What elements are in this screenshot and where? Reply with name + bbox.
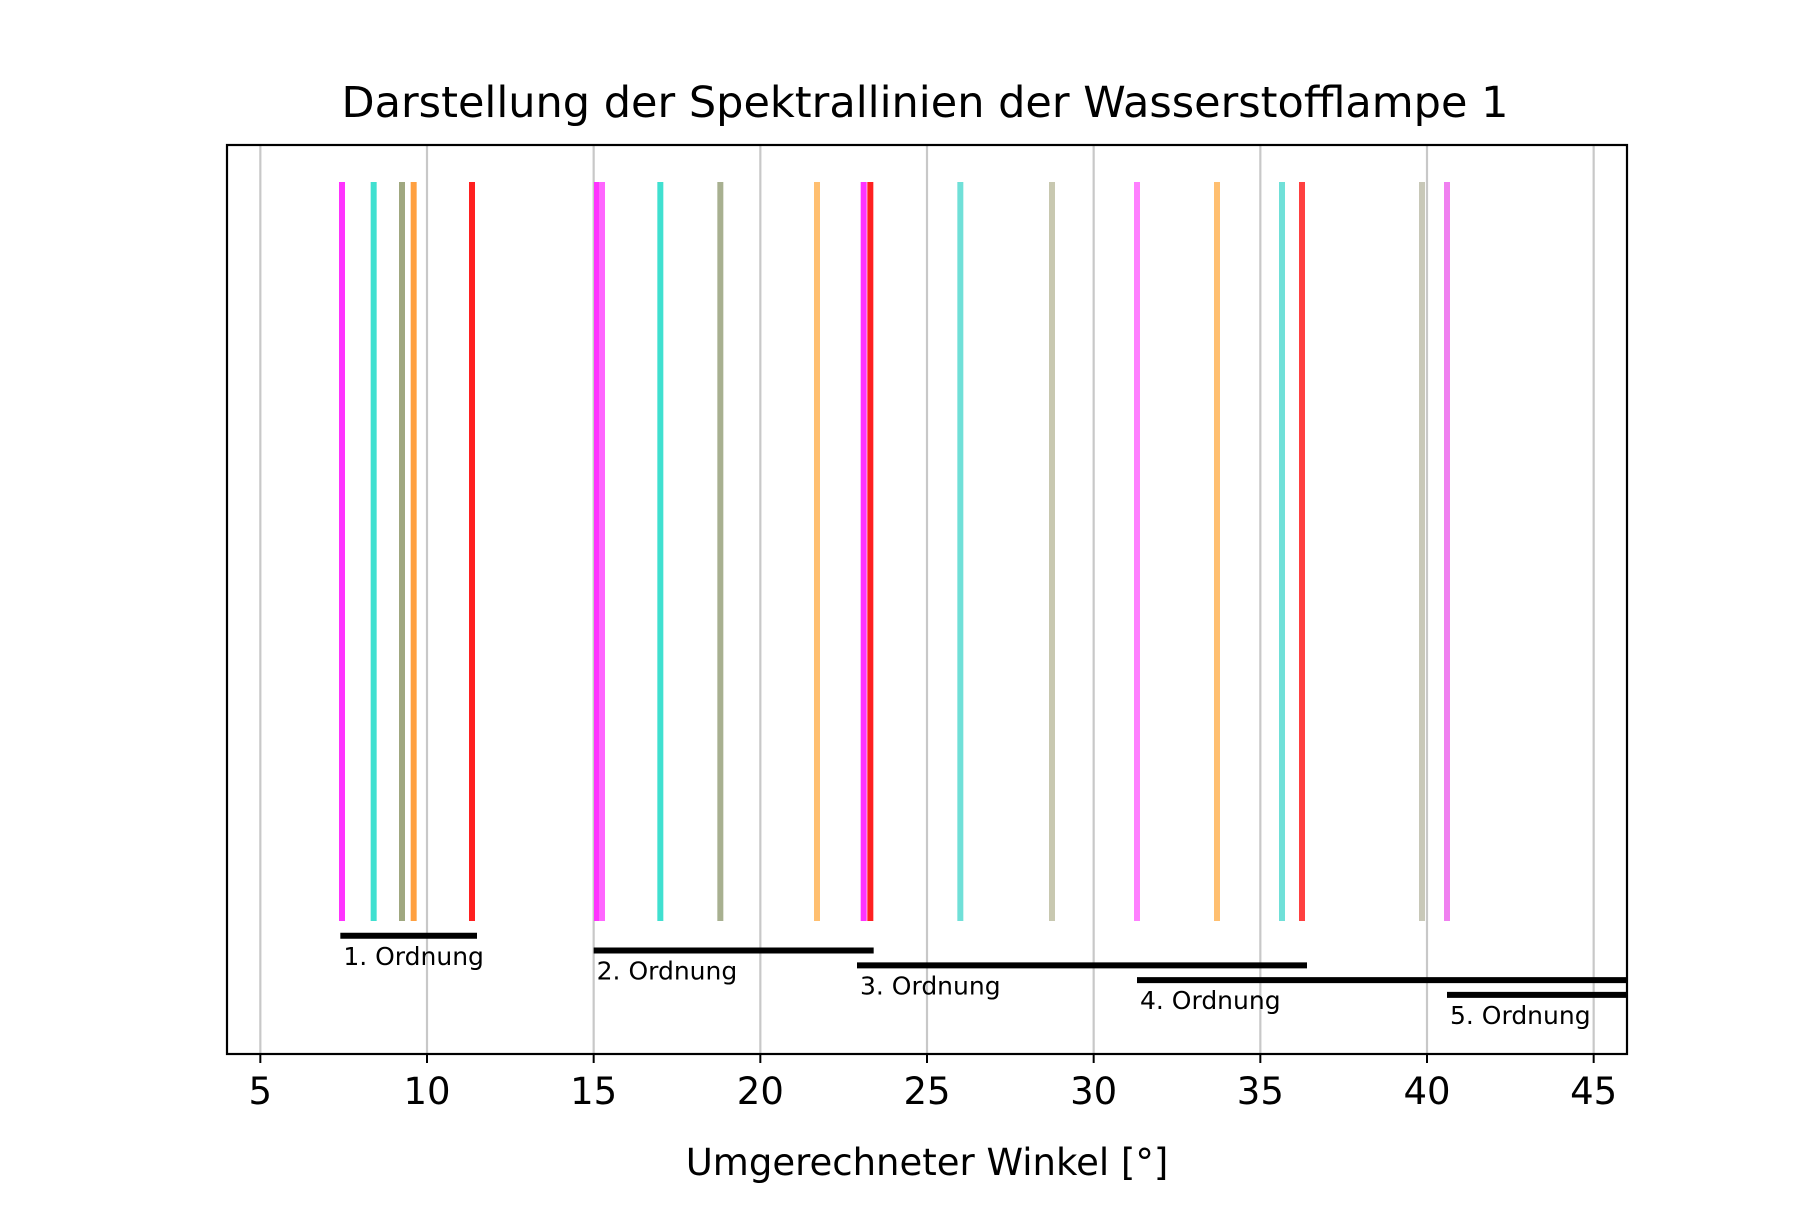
order-label: 1. Ordnung: [343, 942, 484, 971]
grid-lines: [259, 145, 1595, 1054]
order-label: 2. Ordnung: [597, 957, 738, 986]
x-tick-label: 10: [403, 1070, 450, 1113]
x-tick-label: 35: [1237, 1070, 1284, 1113]
order-label: 5. Ordnung: [1450, 1001, 1591, 1030]
x-axis-ticks: 5 10 15 20 25 30 35 40 45: [249, 1054, 1617, 1113]
spectral-lines: [339, 181, 1450, 921]
x-tick-label: 25: [903, 1070, 950, 1113]
x-tick-label: 5: [249, 1070, 273, 1113]
order-label: 4. Ordnung: [1140, 986, 1281, 1015]
x-axis-label: Umgerechneter Winkel [°]: [686, 1141, 1169, 1184]
order-brackets: 1. Ordnung 2. Ordnung 3. Ordnung 4. Ordnung…: [340, 932, 1627, 1030]
chart-title: Darstellung der Spektrallinien der Wasse…: [342, 78, 1509, 128]
x-tick-label: 20: [737, 1070, 784, 1113]
x-tick-label: 15: [570, 1070, 617, 1113]
x-tick-label: 30: [1070, 1070, 1117, 1113]
x-tick-label: 40: [1403, 1070, 1450, 1113]
order-label: 3. Ordnung: [860, 971, 1001, 1000]
x-tick-label: 45: [1570, 1070, 1617, 1113]
